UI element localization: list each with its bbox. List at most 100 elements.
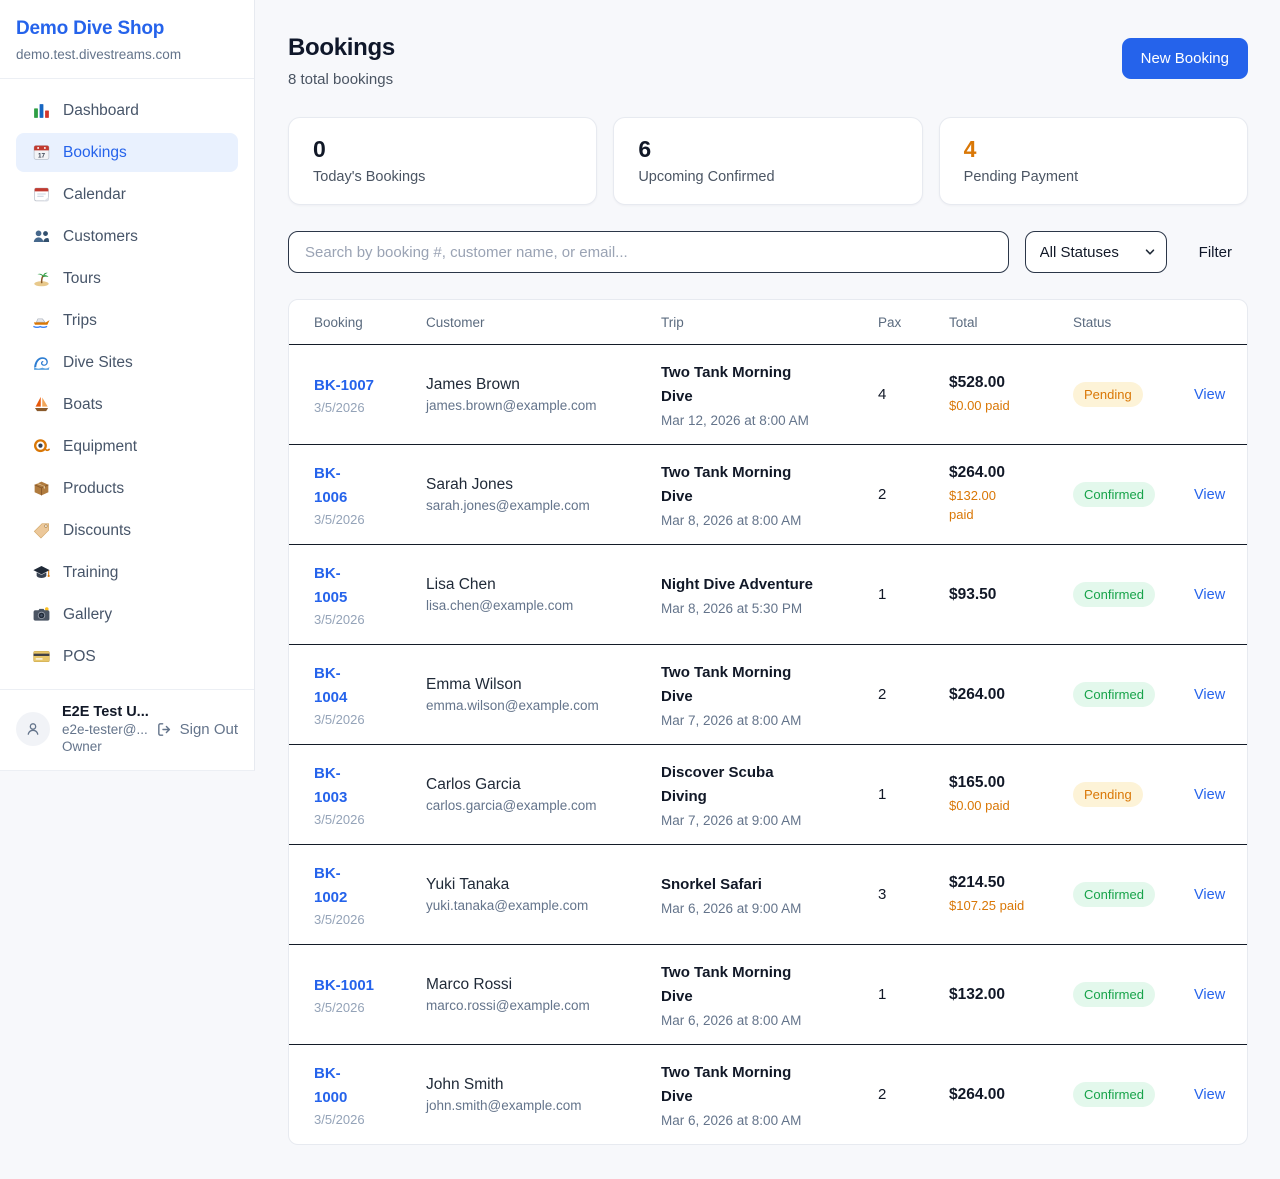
view-link[interactable]: View — [1194, 1086, 1226, 1103]
view-link[interactable]: View — [1194, 486, 1226, 503]
sidebar-item-trips[interactable]: Trips — [16, 301, 238, 340]
booking-id-link[interactable]: BK- 1002 — [314, 865, 348, 906]
booking-id-link[interactable]: BK- 1004 — [314, 665, 348, 706]
booking-cell: BK-1007 3/5/2026 — [314, 374, 426, 415]
sidebar-item-boats[interactable]: Boats — [16, 385, 238, 424]
total-cell: $264.00 $132.00 paid — [949, 464, 1073, 525]
trip-time: Mar 8, 2026 at 5:30 PM — [661, 601, 803, 616]
customer-cell: Sarah Jones sarah.jones@example.com — [426, 476, 661, 513]
trip-cell: Snorkel Safari Mar 6, 2026 at 9:00 AM — [661, 873, 878, 916]
booking-id-link[interactable]: BK- 1005 — [314, 565, 348, 606]
total-amount: $264.00 — [949, 685, 1006, 703]
booking-id-link[interactable]: BK- 1003 — [314, 765, 348, 806]
svg-text:17: 17 — [38, 153, 46, 160]
trip-cell: Two Tank Morning Dive Mar 12, 2026 at 8:… — [661, 361, 878, 428]
customer-email: john.smith@example.com — [426, 1098, 582, 1113]
trip-time: Mar 8, 2026 at 8:00 AM — [661, 513, 802, 528]
customer-cell: Marco Rossi marco.rossi@example.com — [426, 976, 661, 1013]
pax-value: 2 — [878, 1086, 887, 1103]
paid-amount: $0.00 paid — [949, 397, 1010, 413]
trip-name: Snorkel Safari — [661, 876, 762, 893]
page-subtitle: 8 total bookings — [288, 71, 394, 88]
booking-id-link[interactable]: BK-1001 — [314, 976, 375, 994]
booking-date: 3/5/2026 — [314, 511, 365, 527]
stat-card-upcoming-confirmed: 6 Upcoming Confirmed — [613, 117, 923, 205]
user-email: e2e-tester@... — [62, 722, 148, 737]
view-link[interactable]: View — [1194, 986, 1226, 1003]
sidebar-item-bookings[interactable]: 17 Bookings — [16, 133, 238, 172]
trip-cell: Discover Scuba Diving Mar 7, 2026 at 9:0… — [661, 761, 878, 828]
search-input[interactable] — [288, 231, 1009, 273]
island-icon — [32, 269, 51, 288]
page-title-block: Bookings 8 total bookings — [288, 34, 395, 88]
trip-name: Night Dive Adventure — [661, 576, 813, 593]
view-link[interactable]: View — [1194, 686, 1226, 703]
table-row: BK-1007 3/5/2026 James Brown james.brown… — [289, 344, 1247, 444]
paid-amount: $0.00 paid — [949, 797, 1010, 813]
user-section: E2E Test U... e2e-tester@... Owner Sign … — [0, 689, 254, 770]
sidebar-nav: Dashboard 17 Bookings Calendar Customers… — [0, 79, 254, 689]
stats-cards: 0 Today's Bookings 6 Upcoming Confirmed … — [288, 117, 1248, 205]
filter-button[interactable]: Filter — [1183, 244, 1248, 261]
stat-card-pending-payment: 4 Pending Payment — [938, 117, 1248, 205]
trip-time: Mar 6, 2026 at 8:00 AM — [661, 1013, 802, 1028]
table-row: BK- 1003 3/5/2026 Carlos Garcia carlos.g… — [289, 744, 1247, 844]
booking-id-link[interactable]: BK- 1000 — [314, 1065, 348, 1106]
booking-id-link[interactable]: BK-1007 — [314, 376, 375, 394]
status-cell: Confirmed — [1073, 1082, 1194, 1107]
customer-cell: Carlos Garcia carlos.garcia@example.com — [426, 776, 661, 813]
sidebar-item-products[interactable]: Products — [16, 469, 238, 508]
customer-email: james.brown@example.com — [426, 398, 597, 413]
trip-name: Two Tank Morning Dive — [661, 664, 792, 705]
sidebar-item-calendar[interactable]: Calendar — [16, 175, 238, 214]
sidebar-item-equipment[interactable]: Equipment — [16, 427, 238, 466]
view-link[interactable]: View — [1194, 886, 1226, 903]
trip-cell: Two Tank Morning Dive Mar 6, 2026 at 8:0… — [661, 1061, 878, 1128]
booking-id-link[interactable]: BK- 1006 — [314, 465, 348, 506]
col-header-status: Status — [1073, 314, 1112, 330]
avatar — [16, 712, 50, 746]
status-filter-select[interactable]: All Statuses — [1024, 231, 1167, 273]
total-cell: $165.00 $0.00 paid — [949, 774, 1073, 816]
view-link[interactable]: View — [1194, 386, 1226, 403]
sidebar-item-training[interactable]: Training — [16, 553, 238, 592]
booking-date: 3/5/2026 — [314, 611, 365, 627]
graduation-cap-icon — [32, 563, 51, 582]
stat-value: 6 — [638, 136, 652, 162]
sidebar-item-dive-sites[interactable]: Dive Sites — [16, 343, 238, 382]
user-name: E2E Test U... — [62, 704, 149, 720]
booking-cell: BK- 1004 3/5/2026 — [314, 662, 426, 727]
sign-out-button[interactable]: Sign Out — [156, 721, 238, 738]
status-cell: Confirmed — [1073, 882, 1194, 907]
sidebar-item-dashboard[interactable]: Dashboard — [16, 91, 238, 130]
sign-out-label: Sign Out — [179, 720, 238, 738]
stat-label: Pending Payment — [963, 169, 1079, 185]
booking-cell: BK- 1003 3/5/2026 — [314, 762, 426, 827]
trip-cell: Two Tank Morning Dive Mar 8, 2026 at 8:0… — [661, 461, 878, 528]
sidebar-item-discounts[interactable]: Discounts — [16, 511, 238, 550]
stat-card-todays-bookings: 0 Today's Bookings — [288, 117, 598, 205]
sidebar-item-tours[interactable]: Tours — [16, 259, 238, 298]
bar-chart-icon — [32, 101, 51, 120]
sidebar-item-label: POS — [63, 647, 96, 665]
customer-name: Yuki Tanaka — [426, 876, 510, 893]
view-link[interactable]: View — [1194, 786, 1226, 803]
stat-label: Today's Bookings — [313, 169, 426, 185]
trip-cell: Two Tank Morning Dive Mar 6, 2026 at 8:0… — [661, 961, 878, 1028]
filter-bar: All Statuses Filter — [288, 231, 1248, 273]
customer-name: Emma Wilson — [426, 676, 522, 693]
page-title: Bookings — [288, 34, 395, 61]
new-booking-button[interactable]: New Booking — [1121, 38, 1248, 79]
view-link[interactable]: View — [1194, 586, 1226, 603]
sidebar-item-pos[interactable]: POS — [16, 637, 238, 676]
sidebar-item-gallery[interactable]: Gallery — [16, 595, 238, 634]
booking-date: 3/5/2026 — [314, 1111, 365, 1127]
customer-cell: Lisa Chen lisa.chen@example.com — [426, 576, 661, 613]
sidebar-item-label: Calendar — [63, 185, 126, 203]
person-icon — [27, 723, 39, 735]
booking-date: 3/5/2026 — [314, 911, 365, 927]
trip-time: Mar 6, 2026 at 8:00 AM — [661, 1113, 802, 1128]
status-cell: Confirmed — [1073, 582, 1194, 607]
sidebar-item-customers[interactable]: Customers — [16, 217, 238, 256]
total-amount: $93.50 — [949, 585, 997, 603]
